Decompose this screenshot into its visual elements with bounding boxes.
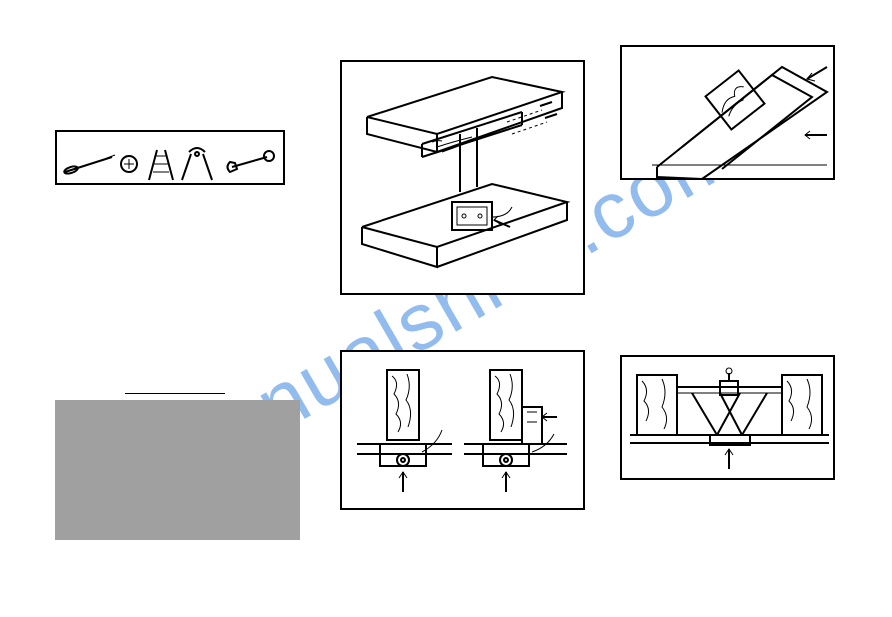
- tools-figure: [55, 130, 285, 185]
- warning-box: [55, 400, 300, 540]
- figure-hanger-bar: [620, 355, 835, 480]
- page-root: manualshive.com: [0, 0, 892, 617]
- figure-angled-board: [620, 45, 835, 180]
- heading-underline: [125, 393, 225, 394]
- figure-joists-box: [340, 60, 585, 295]
- figure-cross-sections: [340, 350, 585, 510]
